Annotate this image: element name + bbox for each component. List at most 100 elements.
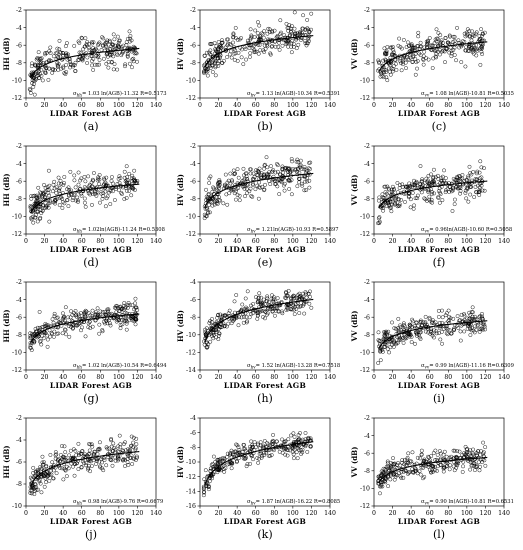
scatter-point [303, 38, 307, 43]
x-tick-label: 100 [113, 374, 125, 381]
scatter-point [275, 162, 279, 166]
scatter-point [433, 175, 438, 180]
scatter-point [391, 188, 396, 193]
panel-tag: (g) [83, 392, 99, 405]
scatter-point [386, 61, 391, 66]
scatter-point [118, 322, 123, 327]
scatter-point [215, 47, 220, 52]
scatter-point [470, 29, 475, 34]
scatter-point [108, 323, 113, 328]
scatter-point [273, 308, 278, 313]
scatter-point [451, 327, 456, 332]
scatter-point [59, 181, 64, 186]
y-axis-label: HH (dB) [2, 309, 11, 342]
x-tick-label: 20 [215, 238, 223, 245]
scatter-point [262, 188, 266, 193]
scatter-point [298, 158, 303, 163]
scatter-point [482, 324, 487, 329]
scatter-point [467, 164, 472, 169]
scatter-point [392, 477, 397, 482]
scatter-point [443, 313, 448, 318]
scatter-point [279, 180, 284, 185]
x-axis-label: LIDAR Forest AGB [398, 517, 480, 526]
scatter-point [402, 336, 407, 341]
scatter-point [301, 13, 306, 18]
scatter-point [451, 326, 456, 331]
scatter-point [216, 468, 220, 472]
scatter-point [119, 47, 124, 52]
scatter-point [245, 187, 249, 191]
scatter-point [124, 327, 129, 332]
scatter-point [45, 344, 50, 349]
scatter-point [454, 177, 459, 182]
scatter-point [463, 191, 468, 195]
fit-curve [378, 320, 488, 349]
scatter-point [52, 68, 57, 72]
scatter-point [80, 459, 85, 464]
fit-equation: σvv= 1.08 ln(AGB)-10.81 R=0.5035 [421, 90, 514, 98]
scatter-point [56, 187, 61, 192]
scatter-point [378, 491, 382, 496]
scatter-point [308, 289, 312, 294]
scatter-point [385, 200, 390, 205]
scatter-point [405, 184, 410, 189]
scatter-point [382, 184, 387, 189]
scatter-point [123, 464, 127, 468]
scatter-point [78, 311, 83, 315]
scatter-point [269, 442, 274, 447]
scatter-point [113, 458, 118, 463]
scatter-point [218, 53, 223, 58]
scatter-point [454, 58, 458, 63]
scatter-point [108, 202, 113, 206]
y-tick-label: -10 [12, 350, 22, 357]
scatter-point [427, 182, 431, 187]
scatter-point [32, 339, 37, 344]
scatter-point [108, 40, 112, 45]
scatter-point [60, 311, 65, 316]
scatter-point [257, 180, 262, 185]
scatter-point [267, 170, 271, 175]
scatter-point [116, 444, 121, 449]
scatter-point [401, 475, 406, 480]
scatter-point [381, 75, 386, 80]
scatter-point [29, 491, 34, 496]
scatter-point [259, 455, 264, 460]
y-tick-label: -6 [16, 459, 22, 466]
scatter-point [48, 200, 53, 205]
scatter-point [400, 182, 405, 187]
scatter-points [376, 440, 488, 496]
scatter-point [258, 185, 263, 190]
scatter-point [419, 452, 424, 457]
scatter-point [462, 313, 467, 318]
scatter-point [211, 472, 216, 477]
scatter-point [305, 18, 310, 22]
scatter-point [133, 322, 138, 327]
scatter-point [104, 61, 109, 66]
scatter-point [275, 296, 280, 301]
fit-equation: σhh= 0.98 ln(AGB)-9.76 R=0.6679 [73, 498, 163, 506]
scatter-point [403, 60, 408, 65]
x-tick-label: 20 [215, 510, 223, 517]
scatter-point [42, 182, 46, 187]
panel-h: 0 20 40 60 80 100 120 140-14-12-10-8-6-4HV (dB)… [176, 279, 340, 405]
scatter-point [480, 46, 485, 50]
scatter-point [448, 34, 452, 39]
scatter-point [307, 30, 312, 35]
scatter-point [216, 56, 221, 61]
scatter-point [68, 315, 73, 320]
x-tick-label: 60 [252, 374, 260, 381]
scatter-point [45, 188, 50, 193]
scatter-point [234, 197, 238, 202]
scatter-point [412, 324, 417, 329]
scatter-point [264, 172, 269, 177]
scatter-point [212, 41, 217, 46]
scatter-point [48, 334, 53, 339]
scatter-point [265, 441, 270, 445]
scatter-point [223, 172, 228, 177]
scatter-point [256, 20, 260, 25]
scatter-point [462, 329, 467, 334]
scatter-point [57, 203, 62, 207]
scatter-point [215, 457, 220, 462]
scatter-point [103, 312, 108, 317]
scatter-point [414, 468, 418, 473]
